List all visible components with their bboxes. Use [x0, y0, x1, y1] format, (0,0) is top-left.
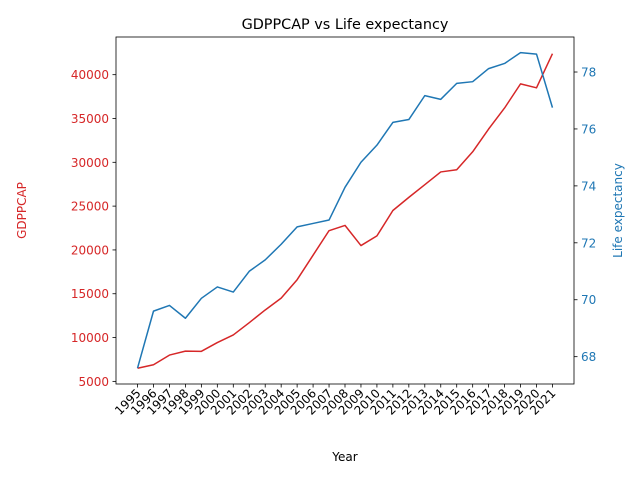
y-axis-left-label: GDPPCAP	[15, 182, 29, 239]
y-left-tick-label: 40000	[71, 68, 109, 82]
series-line-gdppcap	[137, 53, 554, 369]
y-left-tick-label: 20000	[71, 243, 109, 257]
y-left-tick-label: 25000	[71, 200, 109, 214]
y-left-tick-label: 5000	[78, 375, 109, 389]
x-axis-label: Year	[331, 450, 357, 464]
y-left-tick-label: 15000	[71, 287, 109, 301]
y-axis-left: 5000 10000 15000 20000 25000 30000 35000 40000	[71, 68, 116, 389]
y-right-tick-label: 76	[581, 122, 596, 136]
series-line-life-expectancy	[136, 51, 554, 369]
y-right-tick-label: 68	[581, 350, 596, 364]
y-left-tick-label: 10000	[71, 331, 109, 345]
y-right-tick-label: 78	[581, 66, 596, 80]
plot-frame	[115, 36, 575, 385]
y-right-tick-label: 72	[581, 236, 596, 250]
y-axis-right-label: Life expectancy	[611, 163, 625, 258]
y-right-tick-label: 70	[581, 293, 596, 307]
plot-area	[136, 51, 554, 369]
x-axis: 1995199619971998199920002001200220032004…	[112, 384, 559, 418]
y-left-tick-label: 35000	[71, 112, 109, 126]
y-left-tick-label: 30000	[71, 156, 109, 170]
y-axis-right: 68 70 72 74 76 78	[574, 66, 596, 364]
y-right-tick-label: 74	[581, 179, 596, 193]
chart-title: GDPPCAP vs Life expectancy	[242, 17, 449, 33]
